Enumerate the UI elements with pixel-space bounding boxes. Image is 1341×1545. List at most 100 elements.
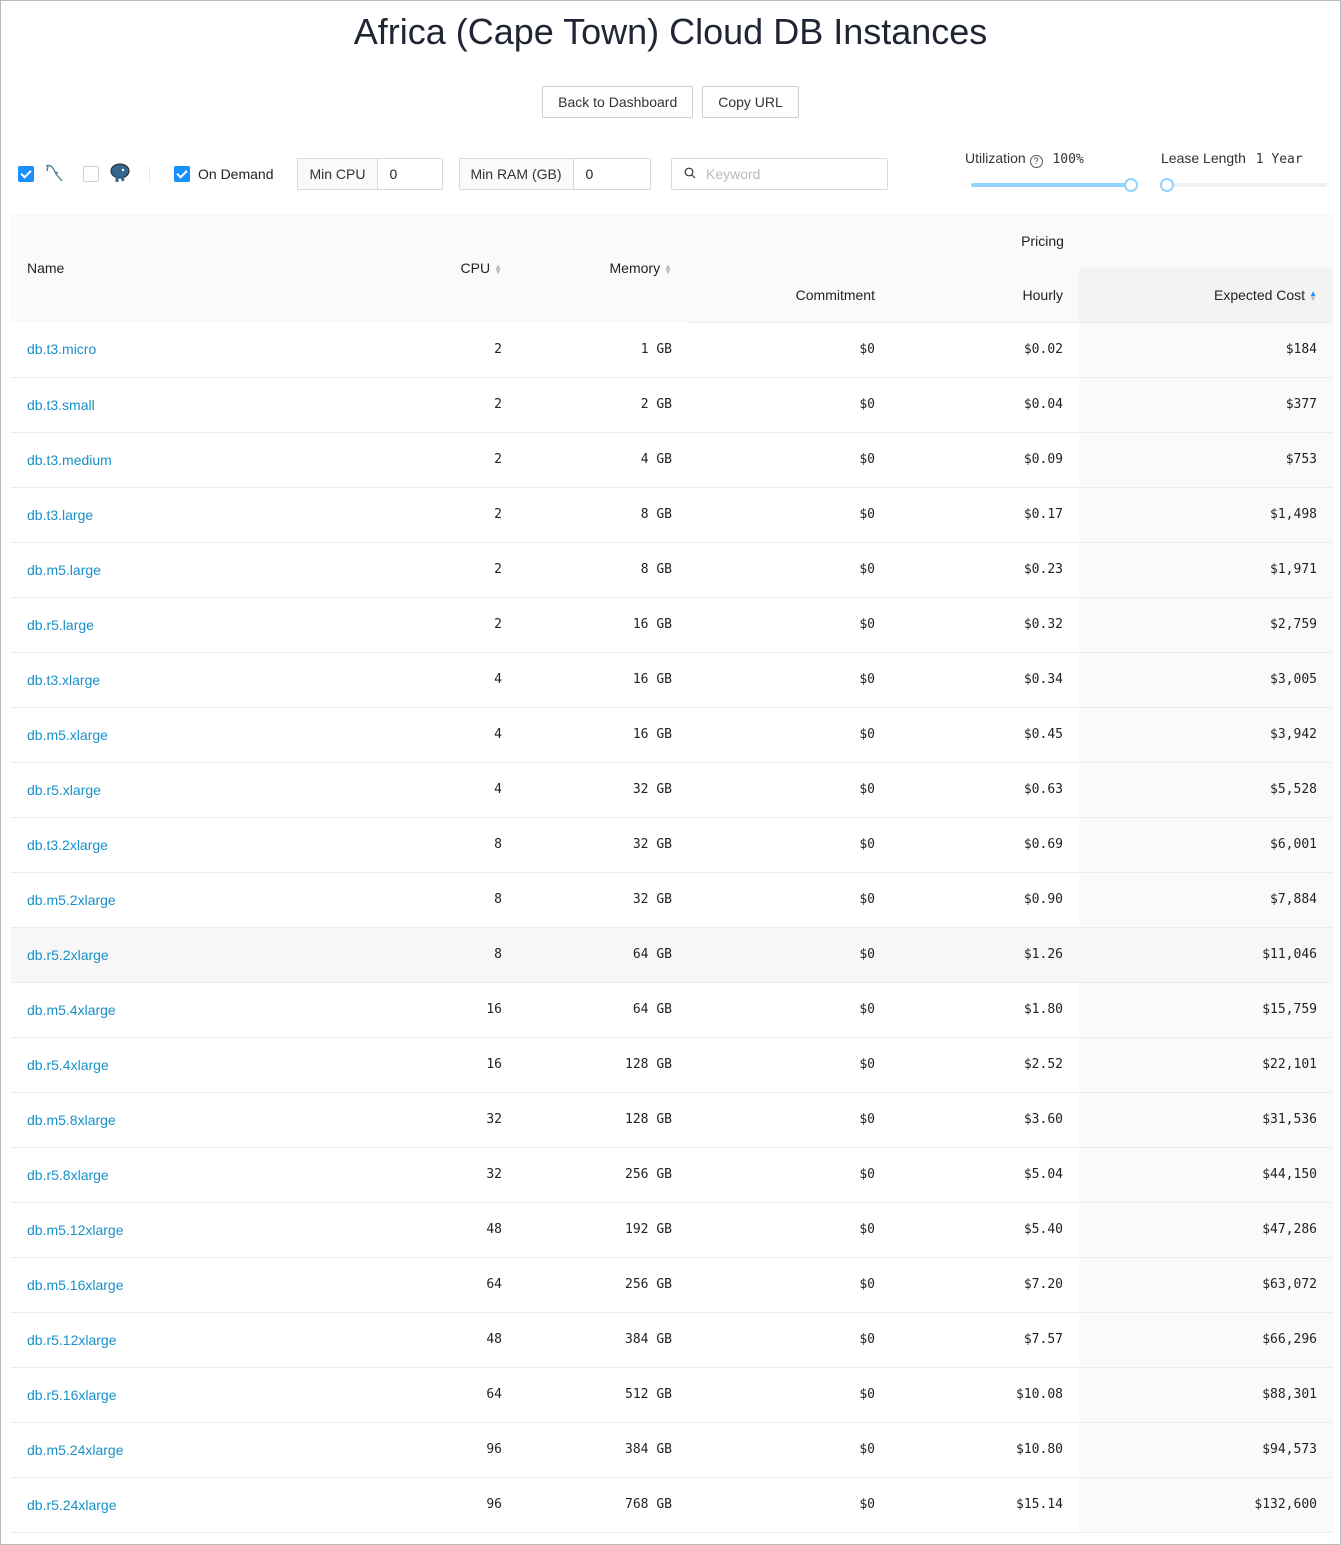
hourly-cell: $0.45 — [891, 707, 1079, 763]
search-icon — [684, 166, 696, 182]
expected-cost-cell: $3,005 — [1079, 652, 1333, 708]
instance-name[interactable]: db.m5.4xlarge — [11, 982, 348, 1038]
utilization-slider-handle[interactable] — [1124, 178, 1138, 192]
expected-cost-cell: $1,498 — [1079, 487, 1333, 543]
postgres-checkbox[interactable] — [83, 166, 99, 182]
memory-cell: 32 GB — [518, 817, 688, 873]
memory-header[interactable]: Memory ▲ ▼ — [518, 214, 688, 322]
cpu-header[interactable]: CPU ▲ ▼ — [348, 214, 518, 322]
table-row: db.t3.2xlarge 8 32 GB $0 $0.69 $6,001 — [11, 817, 1333, 873]
commitment-cell: $0 — [688, 817, 891, 873]
utilization-slider-track[interactable] — [971, 183, 1131, 187]
hourly-header: Hourly — [891, 268, 1079, 323]
cpu-cell: 96 — [348, 1422, 518, 1478]
instance-name[interactable]: db.m5.2xlarge — [11, 872, 348, 928]
memory-cell: 768 GB — [518, 1477, 688, 1533]
instance-name[interactable]: db.m5.xlarge — [11, 707, 348, 763]
memory-cell: 384 GB — [518, 1312, 688, 1368]
help-icon[interactable]: ? — [1029, 155, 1043, 168]
instance-name[interactable]: db.t3.medium — [11, 432, 348, 488]
min-cpu-input[interactable]: 0 — [389, 166, 398, 182]
table-row: db.r5.2xlarge 8 64 GB $0 $1.26 $11,046 — [11, 927, 1333, 983]
table-row: db.m5.4xlarge 16 64 GB $0 $1.80 $15,759 — [11, 982, 1333, 1038]
cpu-cell: 32 — [348, 1147, 518, 1203]
cpu-cell: 8 — [348, 872, 518, 928]
hourly-cell: $1.26 — [891, 927, 1079, 983]
commitment-cell: $0 — [688, 542, 891, 598]
hourly-cell: $3.60 — [891, 1092, 1079, 1148]
instance-name[interactable]: db.r5.large — [11, 597, 348, 653]
instance-name[interactable]: db.m5.8xlarge — [11, 1092, 348, 1148]
instance-name[interactable]: db.t3.xlarge — [11, 652, 348, 708]
instance-name[interactable]: db.r5.8xlarge — [11, 1147, 348, 1203]
min-ram-input[interactable]: 0 — [585, 166, 594, 182]
hourly-cell: $10.08 — [891, 1367, 1079, 1423]
commitment-cell: $0 — [688, 982, 891, 1038]
min-cpu-field: Min CPU 0 — [297, 158, 443, 190]
postgres-elephant-icon — [109, 162, 131, 187]
expected-cost-cell: $1,971 — [1079, 542, 1333, 598]
commitment-cell: $0 — [688, 1477, 891, 1533]
instance-name[interactable]: db.m5.large — [11, 542, 348, 598]
table-row: db.m5.2xlarge 8 32 GB $0 $0.90 $7,884 — [11, 872, 1333, 928]
memory-cell: 128 GB — [518, 1037, 688, 1093]
sort-icon: ▲ ▼ — [494, 262, 502, 277]
table-row: db.m5.large 2 8 GB $0 $0.23 $1,971 — [11, 542, 1333, 598]
sort-ascending-icon: ▲ ▼ — [1309, 289, 1317, 304]
instance-name[interactable]: db.t3.2xlarge — [11, 817, 348, 873]
cpu-cell: 16 — [348, 982, 518, 1038]
expected-cost-cell: $66,296 — [1079, 1312, 1333, 1368]
lease-slider-handle[interactable] — [1160, 178, 1174, 192]
hourly-cell: $0.69 — [891, 817, 1079, 873]
commitment-cell: $0 — [688, 1202, 891, 1258]
instance-name[interactable]: db.r5.24xlarge — [11, 1477, 348, 1533]
mysql-checkbox[interactable] — [18, 166, 34, 182]
instance-name[interactable]: db.m5.16xlarge — [11, 1257, 348, 1313]
cpu-cell: 2 — [348, 322, 518, 378]
commitment-cell: $0 — [688, 1312, 891, 1368]
instance-name[interactable]: db.r5.xlarge — [11, 762, 348, 818]
memory-cell: 16 GB — [518, 707, 688, 763]
cpu-cell: 32 — [348, 1092, 518, 1148]
instance-name[interactable]: db.r5.2xlarge — [11, 927, 348, 983]
table-row: db.r5.16xlarge 64 512 GB $0 $10.08 $88,301 — [11, 1367, 1333, 1423]
expected-cost-cell: $184 — [1079, 322, 1333, 378]
memory-cell: 32 GB — [518, 762, 688, 818]
instance-name[interactable]: db.r5.12xlarge — [11, 1312, 348, 1368]
keyword-search-input[interactable]: Keyword — [671, 158, 888, 190]
instances-table: Name CPU ▲ ▼ Memory ▲ ▼ Pricing Commitment H… — [11, 214, 1333, 1533]
memory-cell: 128 GB — [518, 1092, 688, 1148]
instance-name[interactable]: db.r5.4xlarge — [11, 1037, 348, 1093]
instance-name[interactable]: db.m5.12xlarge — [11, 1202, 348, 1258]
commitment-cell: $0 — [688, 1092, 891, 1148]
commitment-cell: $0 — [688, 487, 891, 543]
commitment-cell: $0 — [688, 1367, 891, 1423]
on-demand-checkbox[interactable] — [174, 166, 190, 182]
commitment-cell: $0 — [688, 707, 891, 763]
instance-name[interactable]: db.t3.large — [11, 487, 348, 543]
commitment-cell: $0 — [688, 432, 891, 488]
lease-slider-track[interactable] — [1167, 183, 1327, 187]
copy-url-button[interactable]: Copy URL — [702, 86, 799, 118]
cpu-cell: 8 — [348, 927, 518, 983]
memory-cell: 2 GB — [518, 377, 688, 433]
hourly-cell: $15.14 — [891, 1477, 1079, 1533]
name-header[interactable]: Name — [11, 214, 348, 322]
on-demand-label: On Demand — [198, 166, 274, 182]
instance-name[interactable]: db.r5.16xlarge — [11, 1367, 348, 1423]
instance-name[interactable]: db.t3.micro — [11, 322, 348, 378]
instance-name[interactable]: db.m5.24xlarge — [11, 1422, 348, 1478]
back-to-dashboard-button[interactable]: Back to Dashboard — [542, 86, 694, 118]
cpu-cell: 4 — [348, 652, 518, 708]
cpu-cell: 16 — [348, 1037, 518, 1093]
commitment-cell: $0 — [688, 377, 891, 433]
lease-length-value: 1 Year — [1255, 152, 1303, 167]
table-row: db.r5.xlarge 4 32 GB $0 $0.63 $5,528 — [11, 762, 1333, 818]
min-ram-field: Min RAM (GB) 0 — [458, 158, 651, 190]
expected-cost-cell: $377 — [1079, 377, 1333, 433]
min-cpu-label: Min CPU — [298, 159, 378, 189]
expected-cost-header[interactable]: Expected Cost ▲ ▼ — [1079, 268, 1333, 323]
table-row: db.t3.small 2 2 GB $0 $0.04 $377 — [11, 377, 1333, 433]
instance-name[interactable]: db.t3.small — [11, 377, 348, 433]
hourly-cell: $7.20 — [891, 1257, 1079, 1313]
